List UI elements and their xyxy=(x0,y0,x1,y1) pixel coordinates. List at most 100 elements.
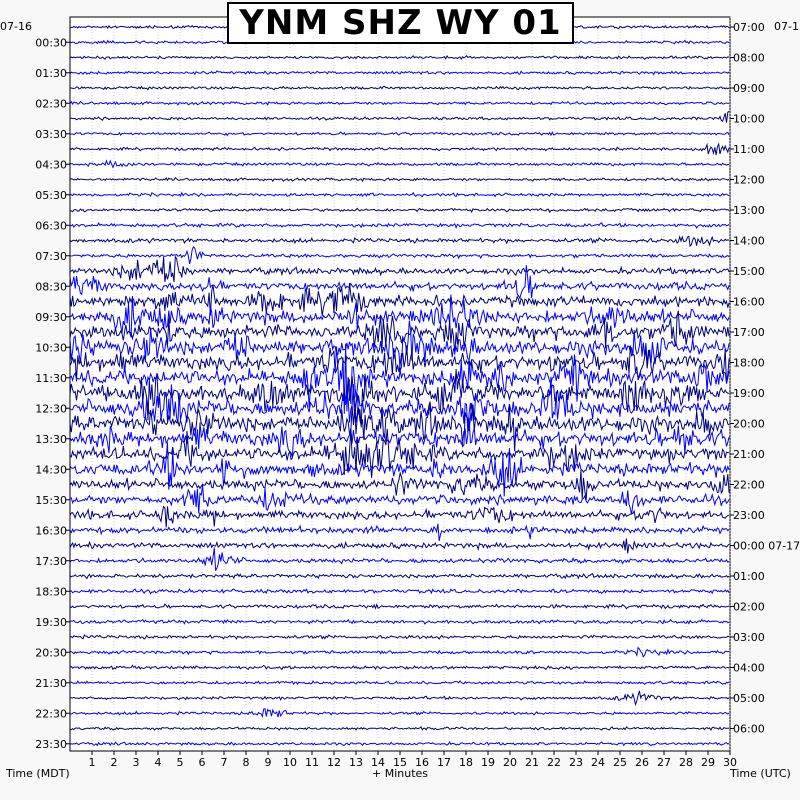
left-axis-title: Time (MDT) xyxy=(5,767,70,780)
minute-tick-labels: 1 2 3 4 5 6 7 8 9 10 11 12 13 14 15 16 17 18 19 20 21 22 23 24 2… xyxy=(89,751,737,769)
trace-line-45 xyxy=(69,690,730,707)
right-hour-label-16: 23:00 xyxy=(733,509,765,522)
x-tick-label-19: 19 xyxy=(481,756,495,769)
x-tick-label-17: 17 xyxy=(437,756,451,769)
right-hour-label-11: 18:00 xyxy=(733,357,765,370)
trace-line-31 xyxy=(69,469,730,501)
trace-line-18 xyxy=(69,265,730,300)
trace-line-24 xyxy=(69,343,730,414)
x-tick-label-20: 20 xyxy=(503,756,517,769)
right-hour-label-15: 22:00 xyxy=(733,479,765,492)
right-hour-label-21: 04:00 xyxy=(733,662,765,675)
x-tick-label-15: 15 xyxy=(393,756,407,769)
left-hour-label-10: 10:30 xyxy=(35,341,67,354)
x-tick-label-7: 7 xyxy=(221,756,228,769)
right-hour-label-13: 20:00 xyxy=(733,418,765,431)
right-hour-label-10: 17:00 xyxy=(733,326,765,339)
trace-line-22 xyxy=(69,320,730,371)
x-tick-label-2: 2 xyxy=(111,756,118,769)
x-tick-label-13: 13 xyxy=(349,756,363,769)
trace-line-10 xyxy=(69,159,730,169)
left-hour-label-3: 03:30 xyxy=(35,128,67,141)
left-hour-label-18: 18:30 xyxy=(35,585,67,598)
trace-line-19 xyxy=(69,283,730,316)
left-hour-label-22: 22:30 xyxy=(35,707,67,720)
trace-line-46 xyxy=(69,708,730,719)
x-tick-label-1: 1 xyxy=(89,756,96,769)
right-hour-label-20: 03:00 xyxy=(733,631,765,644)
left-hour-label-17: 17:30 xyxy=(35,555,67,568)
left-hour-label-16: 16:30 xyxy=(35,524,67,537)
right-hour-label-6: 13:00 xyxy=(733,204,765,217)
trace-line-38 xyxy=(69,588,730,595)
left-hour-label-5: 05:30 xyxy=(35,189,67,202)
trace-line-37 xyxy=(69,572,730,580)
x-tick-label-24: 24 xyxy=(591,756,605,769)
trace-line-7 xyxy=(69,110,730,123)
trace-line-34 xyxy=(69,523,730,541)
x-tick-label-3: 3 xyxy=(133,756,140,769)
right-hour-label-23: 06:00 xyxy=(733,723,765,736)
left-time-labels: 00:30 01:30 02:30 03:30 04:30 05:30 06:30 07:30… xyxy=(35,36,70,751)
trace-line-48 xyxy=(69,741,730,747)
trace-line-32 xyxy=(69,484,730,515)
seismic-traces xyxy=(69,24,730,747)
left-hour-label-12: 12:30 xyxy=(35,402,67,415)
right-hour-label-18: 01:00 xyxy=(733,570,765,583)
x-tick-label-16: 16 xyxy=(415,756,429,769)
trace-line-43 xyxy=(69,664,730,671)
trace-line-21 xyxy=(69,310,730,355)
trace-line-36 xyxy=(69,547,730,571)
chart-title: YNM SHZ WY 01 xyxy=(227,2,574,44)
left-hour-label-20: 20:30 xyxy=(35,646,67,659)
trace-line-17 xyxy=(69,255,730,283)
x-tick-label-12: 12 xyxy=(327,756,341,769)
trace-line-8 xyxy=(69,131,730,137)
top-right-date: 07-1 xyxy=(774,20,799,33)
x-tick-label-25: 25 xyxy=(613,756,627,769)
trace-line-27 xyxy=(69,401,730,452)
x-tick-label-5: 5 xyxy=(177,756,184,769)
left-hour-label-0: 00:30 xyxy=(35,36,67,49)
x-tick-label-30: 30 xyxy=(723,756,737,769)
trace-line-41 xyxy=(69,634,730,640)
trace-line-9 xyxy=(69,142,730,156)
trace-line-30 xyxy=(69,442,730,497)
right-hour-label-0: 07:00 xyxy=(733,21,765,34)
right-hour-label-17: 00:00 07-17 xyxy=(733,540,800,553)
right-hour-label-14: 21:00 xyxy=(733,448,765,461)
left-hour-label-11: 11:30 xyxy=(35,372,67,385)
right-hour-label-9: 16:00 xyxy=(733,296,765,309)
x-tick-label-6: 6 xyxy=(199,756,206,769)
trace-line-11 xyxy=(69,176,730,183)
left-hour-label-19: 19:30 xyxy=(35,616,67,629)
trace-line-5 xyxy=(69,85,730,91)
x-tick-label-29: 29 xyxy=(701,756,715,769)
left-hour-label-2: 02:30 xyxy=(35,97,67,110)
bottom-axis-title: + Minutes xyxy=(372,767,428,780)
x-tick-label-9: 9 xyxy=(265,756,272,769)
trace-line-15 xyxy=(69,234,730,248)
left-hour-label-14: 14:30 xyxy=(35,463,67,476)
x-tick-label-21: 21 xyxy=(525,756,539,769)
right-hour-label-12: 19:00 xyxy=(733,387,765,400)
x-tick-label-14: 14 xyxy=(371,756,385,769)
x-tick-label-28: 28 xyxy=(679,756,693,769)
trace-line-6 xyxy=(69,100,730,106)
right-hour-label-4: 11:00 xyxy=(733,143,765,156)
right-hour-label-8: 15:00 xyxy=(733,265,765,278)
trace-line-44 xyxy=(69,680,730,686)
x-tick-label-26: 26 xyxy=(635,756,649,769)
x-tick-label-4: 4 xyxy=(155,756,162,769)
right-hour-label-22: 05:00 xyxy=(733,692,765,705)
x-tick-label-11: 11 xyxy=(305,756,319,769)
trace-line-13 xyxy=(69,207,730,214)
right-time-labels: 07:00 08:00 09:00 10:00 11:00 12:00 13:00 14:00… xyxy=(730,21,800,736)
trace-line-20 xyxy=(69,294,730,338)
trace-line-26 xyxy=(69,376,730,433)
trace-line-3 xyxy=(69,54,730,61)
x-tick-label-22: 22 xyxy=(547,756,561,769)
right-hour-label-2: 09:00 xyxy=(733,82,765,95)
trace-line-16 xyxy=(70,246,730,265)
